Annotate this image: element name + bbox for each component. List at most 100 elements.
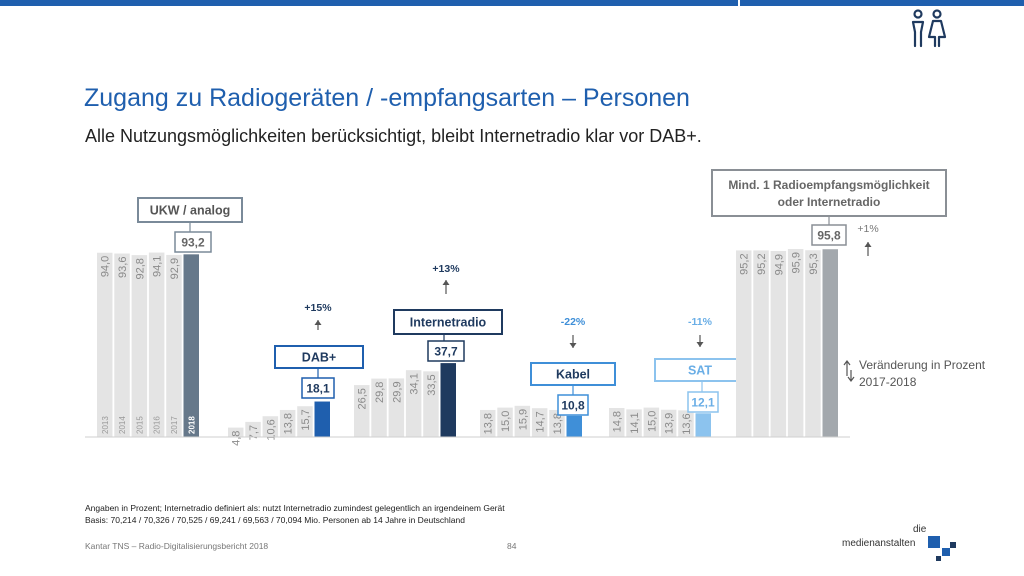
logo-text-medienanstalten: medienanstalten	[842, 538, 916, 549]
series-label-box-1	[274, 345, 364, 369]
people-icon	[911, 9, 947, 48]
bar-value-label-5-0: 95,2	[739, 253, 751, 274]
value-2018-2: 37,7	[434, 345, 458, 359]
change-arrow-3-head	[569, 343, 577, 348]
bar-5-0	[736, 250, 752, 437]
bar-value-label-2-4: 33,5	[426, 374, 438, 395]
page-subtitle: Alle Nutzungsmöglichkeiten berücksichtig…	[85, 126, 702, 146]
series-name-5-line2: oder Internetradio	[778, 195, 881, 209]
bar-value-label-0-0: 94,0	[100, 256, 112, 277]
legend-arrow-up	[843, 360, 851, 376]
bar-value-label-4-3: 13,9	[664, 413, 676, 434]
logo: die medienanstalten	[842, 524, 962, 564]
bar-2-5	[440, 363, 456, 437]
value-2018-3: 10,8	[561, 399, 585, 413]
value-2018-0: 93,2	[181, 236, 205, 250]
bar-value-label-4-1: 14,1	[629, 412, 641, 433]
series-name-5-line1: Mind. 1 Radioempfangsmöglichkeit	[728, 178, 929, 192]
bar-1-1	[245, 421, 261, 437]
bar-1-4	[297, 406, 313, 437]
year-label-2: 2015	[135, 416, 144, 434]
series-label-box-2	[393, 309, 503, 335]
bar-0-1	[114, 253, 130, 437]
bar-3-5	[566, 415, 582, 437]
logo-square-1	[928, 536, 940, 548]
bar-4-5	[695, 413, 711, 437]
series-name-3: Kabel	[556, 368, 590, 382]
bar-0-2	[131, 255, 148, 437]
bar-4-1	[626, 409, 642, 437]
bar-0-5	[183, 254, 199, 437]
change-arrow-2-head	[442, 280, 450, 285]
bar-5-2	[770, 250, 787, 437]
bar-value-label-3-1: 15,0	[500, 411, 512, 432]
value-box-1	[301, 377, 335, 399]
series-name-4: SAT	[688, 364, 712, 378]
bar-2-3	[405, 370, 422, 437]
series-name-0: UKW / analog	[150, 204, 231, 218]
value-box-5	[811, 224, 847, 246]
bar-value-label-4-0: 14,8	[612, 411, 624, 432]
bar-value-label-2-1: 29,8	[374, 382, 386, 403]
top-accent-bar-right	[740, 0, 1024, 6]
value-box-2	[427, 340, 465, 362]
year-label-5: 2018	[187, 416, 196, 434]
bar-value-label-5-2: 94,9	[773, 254, 785, 275]
bar-3-1	[497, 407, 513, 437]
bar-value-label-5-4: 95,3	[808, 253, 820, 274]
logo-square-4	[936, 556, 941, 561]
value-box-0	[174, 231, 212, 253]
bar-value-label-1-4: 15,7	[300, 409, 312, 430]
bar-2-4	[423, 371, 439, 437]
bar-value-label-5-1: 95,2	[756, 253, 768, 274]
value-2018-5: 95,8	[817, 229, 841, 243]
bar-1-3	[279, 409, 296, 437]
change-label-1: +15%	[304, 302, 332, 314]
bar-1-0	[228, 427, 244, 437]
bar-4-4	[678, 410, 694, 437]
series-label-box-0	[137, 197, 243, 223]
bar-2-2	[388, 378, 405, 437]
bar-value-label-0-4: 92,9	[169, 258, 181, 279]
bar-2-0	[354, 385, 370, 437]
change-arrow-4-head	[696, 342, 704, 347]
bar-value-label-2-2: 29,9	[391, 381, 403, 402]
bar-value-label-1-2: 10,6	[265, 419, 277, 440]
series-label-box-3	[530, 362, 616, 386]
top-accent-bar	[0, 0, 738, 6]
series-label-box-5	[711, 169, 947, 217]
year-label-0: 2013	[101, 416, 110, 434]
bar-4-2	[643, 407, 660, 437]
value-box-4	[687, 391, 719, 413]
bar-value-label-1-3: 13,8	[283, 413, 295, 434]
series-name-2: Internetradio	[410, 316, 487, 330]
change-label-2: +13%	[432, 263, 460, 275]
bar-1-5	[314, 401, 330, 437]
legend-text-line2: 2017-2018	[859, 375, 917, 389]
logo-text-die: die	[913, 524, 927, 535]
bar-value-label-3-2: 15,9	[517, 409, 529, 430]
footnote-definition: Angaben in Prozent; Internetradio defini…	[85, 503, 505, 513]
bar-4-3	[660, 409, 677, 437]
bar-3-2	[514, 405, 531, 437]
legend-arrow-down	[847, 370, 855, 382]
bar-value-label-2-0: 26,5	[357, 388, 369, 409]
bar-value-label-4-2: 15,0	[646, 411, 658, 432]
value-2018-1: 18,1	[306, 382, 330, 396]
bar-value-label-1-1: 7,7	[248, 425, 260, 440]
change-label-5: +1%	[857, 223, 878, 235]
value-box-3	[557, 394, 589, 416]
bar-0-0	[97, 252, 113, 437]
bar-value-label-0-3: 94,1	[152, 256, 164, 277]
bar-value-label-4-4: 13,6	[681, 413, 693, 434]
change-arrow-1-head	[314, 320, 322, 325]
bar-5-5	[822, 249, 838, 437]
bar-5-4	[805, 250, 821, 437]
year-label-4: 2017	[170, 416, 179, 434]
page-title: Zugang zu Radiogeräten / -empfangsarten …	[84, 84, 690, 112]
year-label-1: 2014	[118, 416, 127, 434]
year-label-3: 2016	[153, 416, 162, 434]
bar-0-4	[166, 254, 182, 437]
bar-value-label-0-1: 93,6	[117, 257, 129, 278]
